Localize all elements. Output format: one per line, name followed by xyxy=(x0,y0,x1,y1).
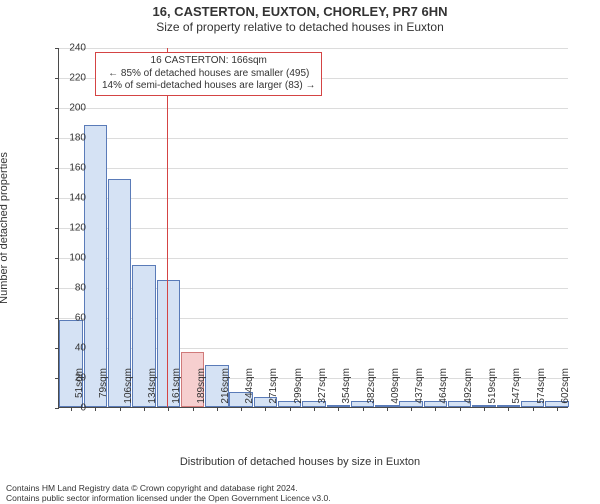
gridline xyxy=(59,198,568,199)
chart-title: 16, CASTERTON, EUXTON, CHORLEY, PR7 6HN xyxy=(0,4,600,19)
marker-line xyxy=(167,48,168,407)
xtick-label: 244sqm xyxy=(244,368,255,404)
xtick-mark xyxy=(460,407,461,411)
xtick-mark xyxy=(95,407,96,411)
callout-line: 16 CASTERTON: 166sqm xyxy=(102,55,315,68)
callout-line: 14% of semi-detached houses are larger (… xyxy=(102,80,315,93)
xtick-label: 161sqm xyxy=(171,368,182,404)
ytick-label: 220 xyxy=(46,73,86,84)
plot-region: 16 CASTERTON: 166sqm← 85% of detached ho… xyxy=(58,48,568,408)
xtick-mark xyxy=(314,407,315,411)
xtick-mark xyxy=(241,407,242,411)
ytick-label: 120 xyxy=(46,223,86,234)
xtick-mark xyxy=(411,407,412,411)
xtick-label: 519sqm xyxy=(487,368,498,404)
ytick-label: 180 xyxy=(46,133,86,144)
xtick-mark xyxy=(363,407,364,411)
gridline xyxy=(59,258,568,259)
xtick-label: 382sqm xyxy=(366,368,377,404)
xtick-mark xyxy=(533,407,534,411)
xtick-label: 134sqm xyxy=(147,368,158,404)
callout-line: ← 85% of detached houses are smaller (49… xyxy=(102,68,315,81)
gridline xyxy=(59,108,568,109)
footer-line: Contains public sector information licen… xyxy=(6,493,331,503)
y-axis-label: Number of detached properties xyxy=(0,152,10,304)
ytick-label: 0 xyxy=(46,403,86,414)
xtick-mark xyxy=(508,407,509,411)
xtick-mark xyxy=(144,407,145,411)
xtick-label: 299sqm xyxy=(293,368,304,404)
xtick-label: 354sqm xyxy=(341,368,352,404)
xtick-mark xyxy=(290,407,291,411)
xtick-mark xyxy=(120,407,121,411)
xtick-label: 492sqm xyxy=(463,368,474,404)
xtick-label: 189sqm xyxy=(196,368,207,404)
xtick-mark xyxy=(338,407,339,411)
xtick-label: 437sqm xyxy=(414,368,425,404)
ytick-label: 160 xyxy=(46,163,86,174)
ytick-label: 100 xyxy=(46,253,86,264)
ytick-label: 80 xyxy=(46,283,86,294)
ytick-label: 140 xyxy=(46,193,86,204)
xtick-label: 602sqm xyxy=(560,368,571,404)
gridline xyxy=(59,228,568,229)
xtick-label: 271sqm xyxy=(268,368,279,404)
xtick-mark xyxy=(265,407,266,411)
chart-subtitle: Size of property relative to detached ho… xyxy=(0,20,600,34)
xtick-label: 51sqm xyxy=(74,368,85,398)
ytick-label: 240 xyxy=(46,43,86,54)
xtick-mark xyxy=(557,407,558,411)
x-axis-label: Distribution of detached houses by size … xyxy=(0,456,600,468)
xtick-label: 106sqm xyxy=(123,368,134,404)
gridline xyxy=(59,168,568,169)
gridline xyxy=(59,48,568,49)
xtick-mark xyxy=(193,407,194,411)
xtick-mark xyxy=(217,407,218,411)
ytick-label: 40 xyxy=(46,343,86,354)
xtick-label: 79sqm xyxy=(98,368,109,398)
ytick-label: 200 xyxy=(46,103,86,114)
xtick-mark xyxy=(168,407,169,411)
xtick-label: 574sqm xyxy=(536,368,547,404)
xtick-label: 409sqm xyxy=(390,368,401,404)
chart-area: 16 CASTERTON: 166sqm← 85% of detached ho… xyxy=(58,48,568,408)
xtick-mark xyxy=(387,407,388,411)
xtick-label: 327sqm xyxy=(317,368,328,404)
gridline xyxy=(59,138,568,139)
footer-line: Contains HM Land Registry data © Crown c… xyxy=(6,483,331,493)
bar xyxy=(84,125,107,407)
xtick-label: 464sqm xyxy=(438,368,449,404)
callout-box: 16 CASTERTON: 166sqm← 85% of detached ho… xyxy=(95,52,322,96)
xtick-label: 547sqm xyxy=(511,368,522,404)
xtick-mark xyxy=(435,407,436,411)
xtick-mark xyxy=(484,407,485,411)
ytick-label: 60 xyxy=(46,313,86,324)
xtick-label: 216sqm xyxy=(220,368,231,404)
